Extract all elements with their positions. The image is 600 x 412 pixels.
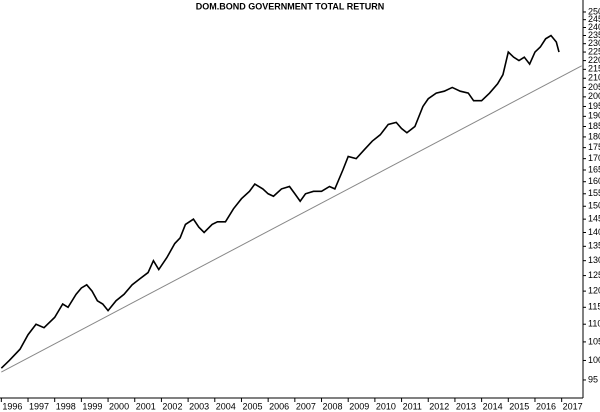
y-tick-label: 140 (588, 227, 600, 237)
x-tick-label: 2004 (216, 401, 236, 411)
y-tick-label: 105 (588, 336, 600, 346)
y-tick-label: 145 (588, 214, 600, 224)
y-tick-label: 240 (588, 22, 600, 32)
y-tick-label: 195 (588, 101, 600, 111)
y-tick-label: 190 (588, 111, 600, 121)
y-tick-label: 175 (588, 142, 600, 152)
y-tick-label: 210 (588, 73, 600, 83)
y-tick-label: 130 (588, 255, 600, 265)
y-tick-label: 165 (588, 164, 600, 174)
x-tick-label: 2017 (563, 401, 583, 411)
x-tick-label: 2008 (323, 401, 343, 411)
x-tick-label: 1998 (56, 401, 76, 411)
y-tick-label: 100 (588, 355, 600, 365)
x-tick-label: 2016 (536, 401, 556, 411)
x-tick-label: 2000 (109, 401, 129, 411)
x-tick-label: 2007 (296, 401, 316, 411)
x-tick-label: 2003 (189, 401, 209, 411)
data-line (0, 34, 560, 369)
y-tick-label: 110 (588, 319, 600, 329)
y-tick-label: 215 (588, 64, 600, 74)
y-tick-label: 245 (588, 14, 600, 24)
y-tick-label: 125 (588, 270, 600, 280)
x-tick-label: 2014 (483, 401, 503, 411)
y-tick-label: 120 (588, 285, 600, 295)
y-tick-label: 225 (588, 46, 600, 56)
x-tick-label: 2013 (456, 401, 476, 411)
y-tick-label: 205 (588, 82, 600, 92)
x-tick-label: 2002 (162, 401, 182, 411)
chart-title: DOM.BOND GOVERNMENT TOTAL RETURN (196, 1, 385, 11)
x-tick-label: 2015 (509, 401, 529, 411)
y-tick-label: 235 (588, 30, 600, 40)
x-tick-label: 2011 (403, 401, 422, 411)
x-tick-label: 2010 (376, 401, 396, 411)
y-tick-label: 115 (588, 302, 600, 312)
y-tick-label: 155 (588, 188, 600, 198)
y-tick-label: 135 (588, 241, 600, 251)
x-tick-label: 2001 (136, 401, 156, 411)
y-tick-label: 185 (588, 121, 600, 131)
x-tick-label: 2009 (349, 401, 369, 411)
trend-line (1, 65, 582, 373)
y-tick-label: 95 (588, 374, 598, 384)
y-tick-label: 180 (588, 131, 600, 141)
y-tick-label: 170 (588, 153, 600, 163)
y-tick-label: 160 (588, 176, 600, 186)
y-tick-label: 230 (588, 38, 600, 48)
y-tick-label: 200 (588, 91, 600, 101)
x-tick-label: 2012 (429, 401, 449, 411)
x-tick-label: 1997 (29, 401, 49, 411)
y-tick-label: 150 (588, 201, 600, 211)
x-tick-label: 2005 (242, 401, 262, 411)
x-tick-label: 1996 (2, 401, 22, 411)
x-tick-label: 1999 (82, 401, 102, 411)
y-tick-label: 220 (588, 55, 600, 65)
x-tick-label: 2006 (269, 401, 289, 411)
y-tick-label: 250 (588, 6, 600, 16)
